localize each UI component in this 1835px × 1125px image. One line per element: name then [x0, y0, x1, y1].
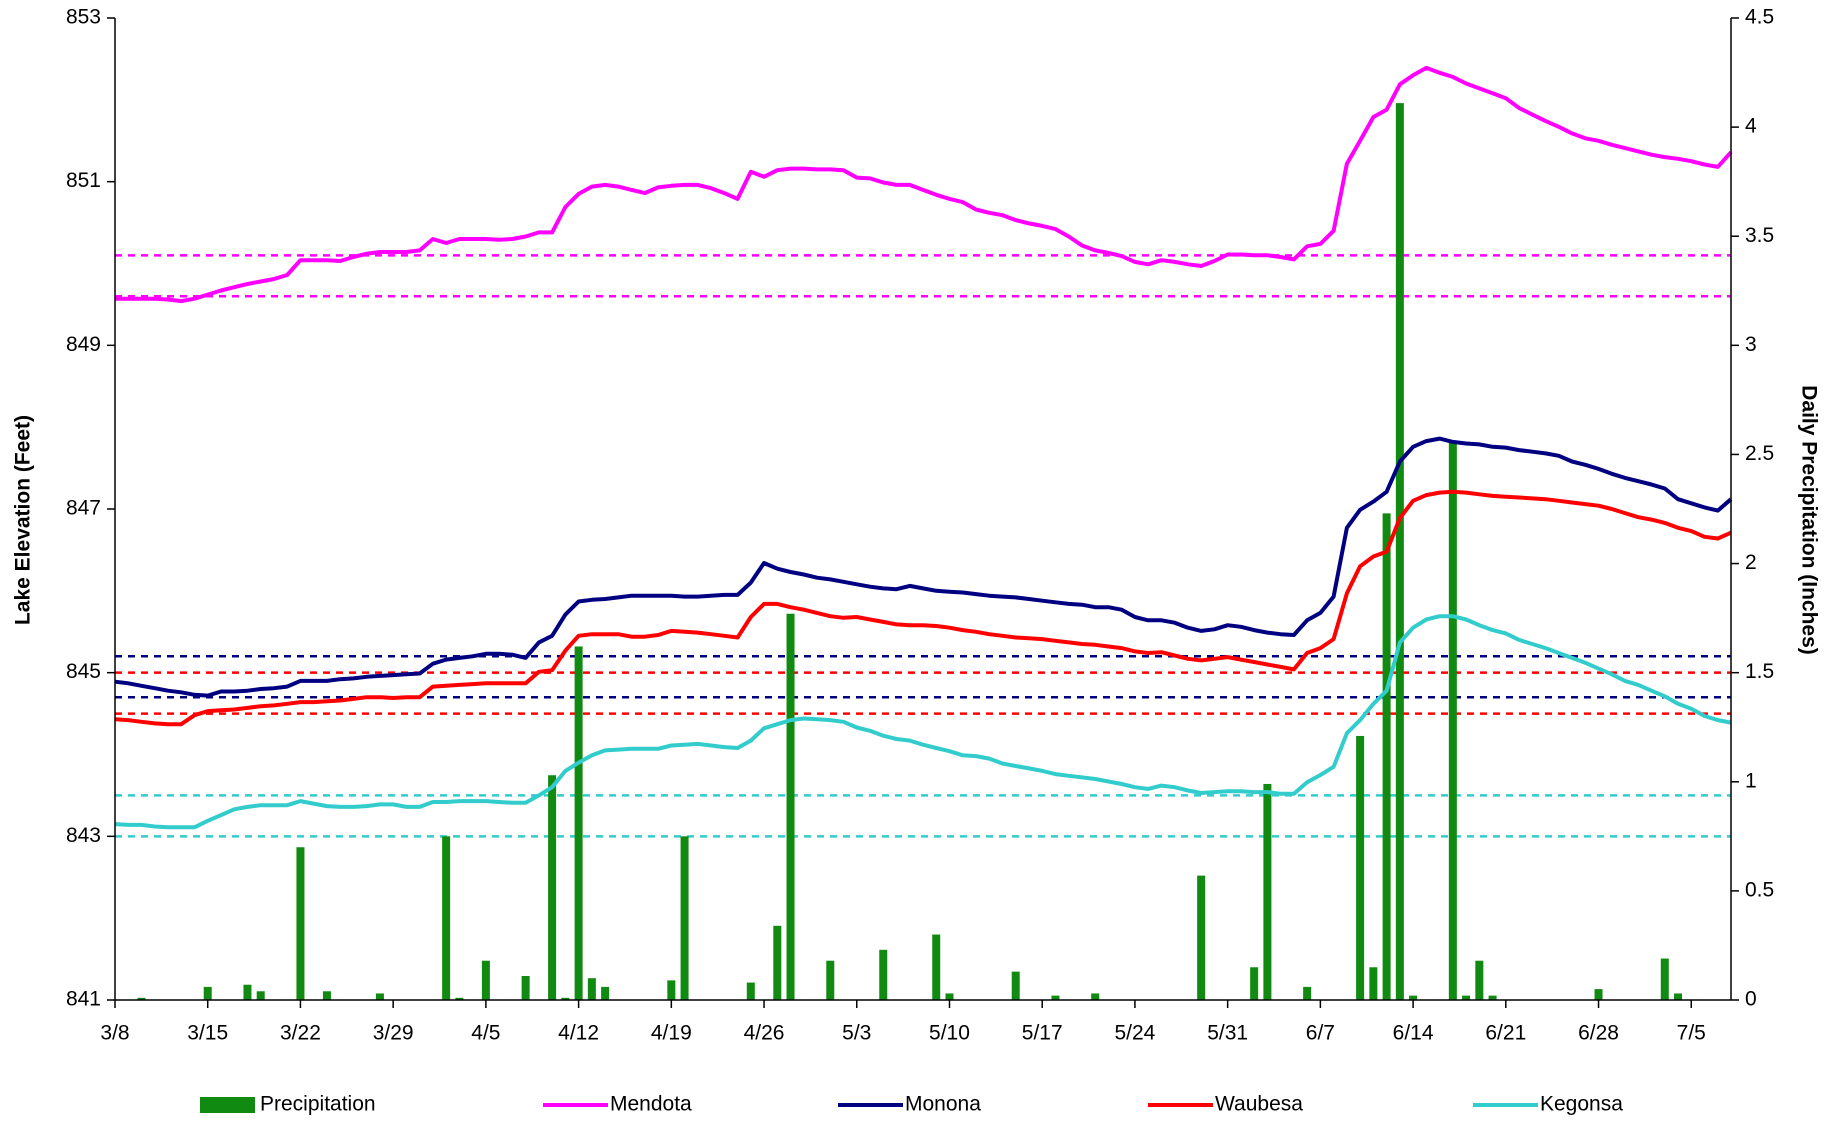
y-axis-title: Lake Elevation (Feet): [12, 415, 35, 625]
bar: [1395, 103, 1404, 1000]
bar: [375, 993, 384, 1000]
x-tick-label: 5/3: [842, 1022, 871, 1045]
bar: [1462, 995, 1471, 1000]
bar: [481, 960, 490, 1000]
bar: [680, 836, 689, 1000]
x-tick-label: 6/21: [1485, 1022, 1526, 1045]
line: [114, 489, 1732, 727]
x-tick-label: 3/8: [100, 1022, 129, 1045]
y-tick-label: 845: [66, 660, 101, 683]
bar: [1197, 875, 1206, 1000]
y2-tick-label: 4.5: [1745, 6, 1774, 29]
bar: [561, 997, 570, 1000]
y-tick-label: 851: [66, 169, 101, 192]
bar: [932, 934, 941, 1000]
legend-swatch: [200, 1097, 255, 1113]
bar: [455, 997, 464, 1000]
x-tick-label: 5/10: [929, 1022, 970, 1045]
legend-label: Waubesa: [1215, 1093, 1303, 1116]
bar: [1488, 995, 1497, 1000]
y2-tick-label: 0: [1745, 988, 1757, 1011]
x-tick-label: 5/31: [1207, 1022, 1248, 1045]
bar: [945, 993, 954, 1000]
bar: [1091, 993, 1100, 1000]
y2-tick-label: 4: [1745, 115, 1757, 138]
legend-label: Monona: [905, 1093, 981, 1116]
bar: [1051, 995, 1060, 1000]
bar: [1674, 993, 1683, 1000]
bar: [1011, 971, 1020, 1000]
x-tick-label: 4/12: [558, 1022, 599, 1045]
bar: [1303, 986, 1312, 1000]
bar: [256, 991, 265, 1000]
legend-label: Kegonsa: [1540, 1093, 1623, 1116]
bar: [1475, 960, 1484, 1000]
x-tick-label: 4/5: [471, 1022, 500, 1045]
bar: [1250, 967, 1259, 1000]
y-tick-label: 843: [66, 824, 101, 847]
y2-tick-label: 2.5: [1745, 442, 1774, 465]
y2-tick-label: 3: [1745, 333, 1757, 356]
x-tick-label: 3/29: [373, 1022, 414, 1045]
bar: [1448, 441, 1457, 1001]
bar: [548, 775, 557, 1000]
y2-tick-label: 3.5: [1745, 224, 1774, 247]
x-tick-label: 6/28: [1578, 1022, 1619, 1045]
x-tick-label: 7/5: [1677, 1022, 1706, 1045]
y2-tick-label: 1: [1745, 769, 1757, 792]
bar: [601, 986, 610, 1000]
bar: [1382, 513, 1391, 1000]
bar: [203, 986, 212, 1000]
y2-axis-title: Daily Precipitation (Inches): [1797, 385, 1820, 655]
x-tick-label: 6/7: [1306, 1022, 1335, 1045]
y-tick-label: 841: [66, 988, 101, 1011]
y-tick-label: 849: [66, 333, 101, 356]
x-tick-label: 3/15: [187, 1022, 228, 1045]
x-tick-label: 4/19: [651, 1022, 692, 1045]
bar: [296, 847, 305, 1000]
bar: [1356, 735, 1365, 1000]
bar: [826, 960, 835, 1000]
bar: [1409, 995, 1418, 1000]
bar: [243, 984, 252, 1000]
bar: [442, 836, 451, 1000]
bar: [746, 982, 755, 1000]
y2-tick-label: 1.5: [1745, 660, 1774, 683]
bar: [137, 997, 146, 1000]
y2-tick-label: 2: [1745, 551, 1757, 574]
line: [115, 65, 1733, 304]
x-tick-label: 6/14: [1393, 1022, 1434, 1045]
bar: [786, 613, 795, 1000]
bar: [773, 925, 782, 1000]
bar: [1369, 967, 1378, 1000]
bar: [587, 978, 596, 1000]
bar: [574, 646, 583, 1000]
y-tick-label: 847: [66, 497, 101, 520]
bar: [1660, 958, 1669, 1000]
bar: [521, 975, 530, 1000]
y2-tick-label: 0.5: [1745, 878, 1774, 901]
y-tick-label: 853: [66, 6, 101, 29]
legend-label: Mendota: [610, 1093, 692, 1116]
line: [114, 614, 1732, 830]
x-tick-label: 5/17: [1022, 1022, 1063, 1045]
x-tick-label: 4/26: [744, 1022, 785, 1045]
bar: [879, 949, 888, 1000]
bar: [1594, 989, 1603, 1000]
legend-label: Precipitation: [260, 1093, 376, 1116]
bar: [1263, 783, 1272, 1000]
x-tick-label: 3/22: [280, 1022, 321, 1045]
bar: [667, 980, 676, 1000]
x-tick-label: 5/24: [1114, 1022, 1155, 1045]
bar: [322, 991, 331, 1000]
line: [114, 436, 1733, 698]
